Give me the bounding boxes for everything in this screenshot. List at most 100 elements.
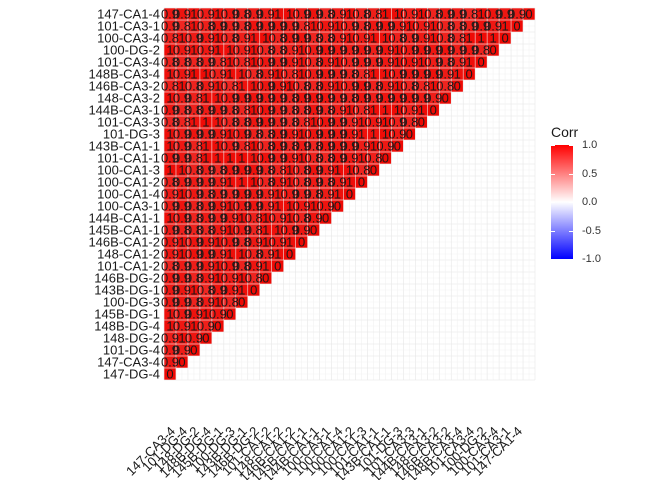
cell-value-label: 0.9 — [364, 19, 382, 34]
cell-value-label: 0.9 — [448, 7, 466, 22]
heatmap-cell — [188, 32, 200, 44]
cell-value-label: 0.9 — [173, 139, 191, 154]
heatmap-cell — [260, 8, 272, 20]
cell-value-label: 0.8 — [305, 139, 323, 154]
heatmap-cell — [248, 104, 260, 116]
cell-value-label: 0.9 — [388, 67, 406, 82]
heatmap-cell — [272, 224, 284, 236]
heatmap-cell — [272, 20, 284, 32]
heatmap-cell — [260, 44, 272, 56]
heatmap-cell — [236, 44, 248, 56]
cell-value-label: 0.9 — [197, 31, 215, 46]
cell-value-label: 0.9 — [197, 271, 215, 286]
heatmap-cell — [331, 8, 344, 20]
cell-value-label: 1 — [250, 31, 257, 46]
cell-value-label: 0.8 — [400, 115, 418, 130]
cell-value-label: 0.9 — [340, 139, 358, 154]
heatmap-cell — [295, 104, 308, 116]
cell-value-label: 1 — [274, 199, 281, 214]
cell-value-label: 0.9 — [436, 7, 454, 22]
cell-value-label: 0.9 — [328, 67, 346, 82]
heatmap-cell — [475, 8, 487, 20]
cell-value-label: 1 — [166, 67, 173, 82]
cell-value-label: 0.9 — [376, 19, 394, 34]
heatmap-cell — [439, 44, 451, 56]
heatmap-cell — [212, 56, 224, 68]
y-tick-label: 100-DG-2 — [103, 43, 160, 58]
cell-value-label: 1 — [202, 139, 209, 154]
cell-value-label: 0.9 — [293, 91, 311, 106]
cell-value-label: 0.8 — [185, 79, 203, 94]
y-tick-label: 100-CA3-1 — [97, 199, 160, 214]
heatmap-cell — [224, 308, 236, 320]
cell-value-label: 0.9 — [364, 43, 382, 58]
cell-value-label: 0.8 — [233, 103, 251, 118]
heatmap-cell — [367, 116, 380, 128]
heatmap-cell — [343, 20, 356, 32]
cell-value-label: 0.9 — [197, 319, 215, 334]
heatmap-cell — [164, 92, 176, 104]
heatmap-cell — [283, 188, 296, 200]
cell-value-label: 1 — [166, 163, 173, 178]
cell-value-label: 0.8 — [352, 67, 370, 82]
heatmap-cell — [200, 176, 212, 188]
cell-value-label: 0.9 — [221, 235, 239, 250]
heatmap-cell — [212, 308, 224, 320]
heatmap-cell — [391, 68, 404, 80]
cell-value-label: 0.9 — [281, 43, 299, 58]
cell-value-label: 0.9 — [281, 31, 299, 46]
heatmap-cell — [176, 248, 188, 260]
cell-value-label: 0.9 — [173, 7, 191, 22]
cell-value-label: 0.9 — [173, 199, 191, 214]
legend-color-bar — [551, 145, 573, 259]
heatmap-cell — [260, 104, 272, 116]
heatmap-cell — [307, 140, 320, 152]
cell-value-label: 0.9 — [281, 19, 299, 34]
heatmap-cell — [248, 284, 260, 296]
cell-value-label: 0.8 — [161, 175, 179, 190]
heatmap-cell — [343, 128, 356, 140]
heatmap-cell — [511, 20, 523, 32]
heatmap-cell — [200, 236, 212, 248]
cell-value-label: 0.9 — [269, 175, 287, 190]
cell-value-label: 0.9 — [173, 319, 191, 334]
heatmap-cell — [224, 104, 236, 116]
heatmap-cell — [212, 320, 224, 332]
heatmap-cell — [212, 128, 224, 140]
heatmap-cell — [283, 80, 296, 92]
heatmap-cell — [176, 164, 188, 176]
cell-value-label: 1 — [501, 19, 508, 34]
heatmap-cell — [236, 104, 248, 116]
heatmap-cell — [260, 116, 272, 128]
cell-value-label: 0.9 — [305, 211, 323, 226]
cell-value-label: 0.9 — [161, 223, 179, 238]
cell-value-label: 0.8 — [424, 7, 442, 22]
y-tick-label: 147-CA1-4 — [97, 7, 160, 22]
heatmap-cell — [176, 236, 188, 248]
cell-value-label: 1 — [346, 163, 353, 178]
y-tick-label: 144B-CA3-1 — [88, 103, 160, 118]
cell-value-label: 1 — [178, 163, 185, 178]
cell-value-label: 0.9 — [161, 103, 179, 118]
heatmap-cell — [176, 32, 188, 44]
heatmap-cell — [379, 56, 392, 68]
heatmap-cell — [164, 140, 176, 152]
heatmap-cell — [283, 8, 296, 20]
heatmap-cell — [176, 296, 188, 308]
heatmap-cell — [331, 176, 344, 188]
heatmap-cell — [367, 20, 380, 32]
y-tick-label: 143B-DG-1 — [94, 283, 160, 298]
heatmap-cell — [403, 80, 416, 92]
cell-value-label: 0.9 — [424, 55, 442, 70]
heatmap-cell — [343, 116, 356, 128]
heatmap-cell — [499, 8, 511, 20]
heatmap-cell — [188, 272, 200, 284]
heatmap-cell — [283, 212, 296, 224]
heatmap-cell — [164, 32, 176, 44]
cell-value-label: 0.9 — [352, 43, 370, 58]
heatmap-cell — [188, 344, 200, 356]
heatmap-cell — [260, 164, 272, 176]
cell-value-label: 1 — [190, 319, 197, 334]
cell-value-label: 0.8 — [293, 103, 311, 118]
cell-value-label: 0 — [394, 139, 401, 154]
